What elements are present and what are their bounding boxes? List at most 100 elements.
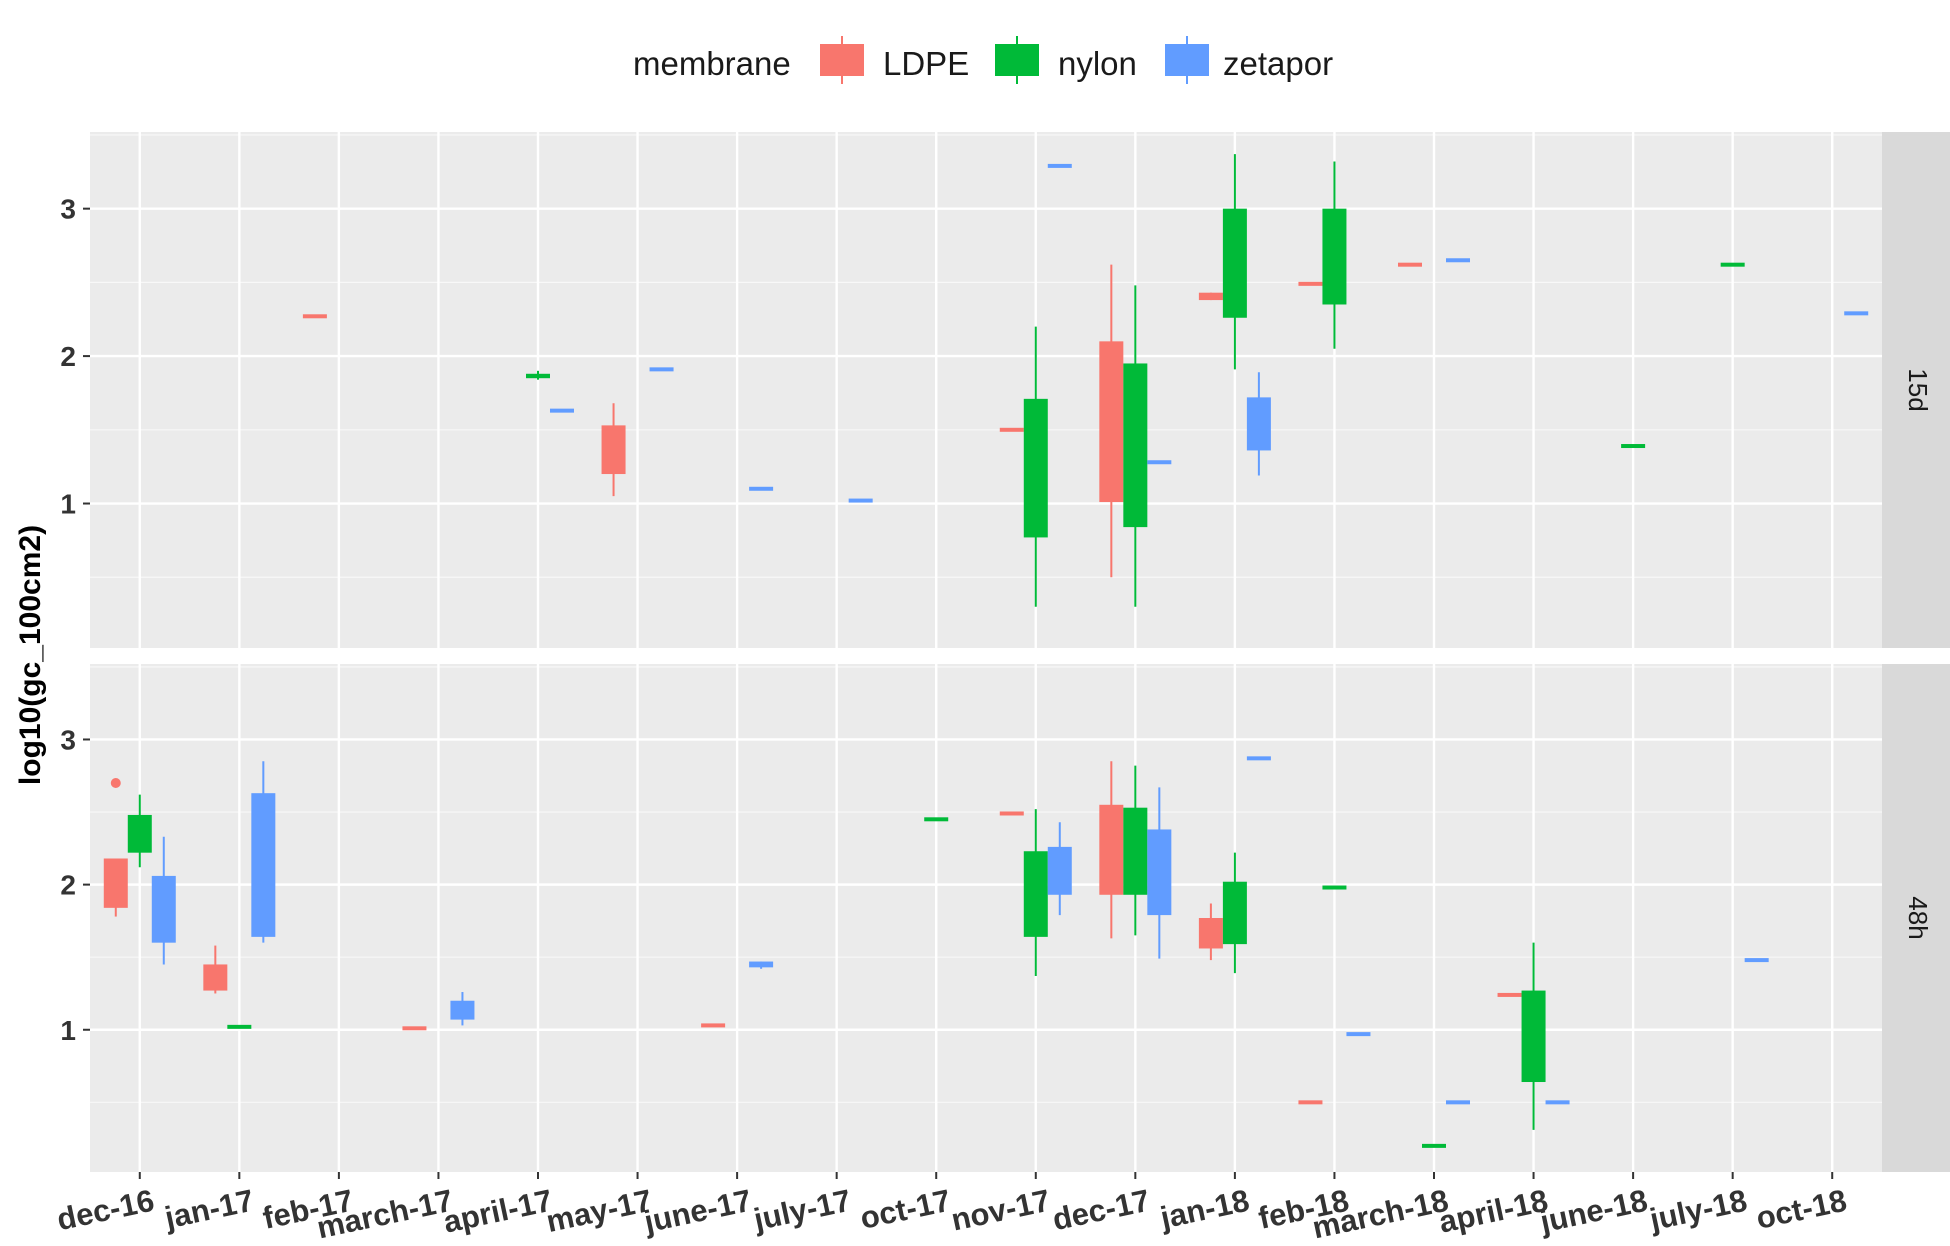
box-body <box>1545 1100 1570 1105</box>
box-48h-oct-17-nylon <box>924 817 949 822</box>
box-body <box>1047 846 1072 895</box>
box-15d-nov-17-ldpe <box>999 427 1024 432</box>
box-48h-march-18-zetapor <box>1446 1100 1470 1105</box>
box-body <box>1322 208 1347 305</box>
box-body <box>203 964 228 991</box>
box-48h-april-18-zetapor <box>1545 1100 1570 1105</box>
legend-label-ldpe: LDPE <box>883 45 969 82</box>
legend-key-ldpe <box>820 44 864 76</box>
box-body <box>1099 341 1124 503</box>
box-15d-feb-18-nylon <box>1322 161 1347 349</box>
box-body <box>1047 163 1072 168</box>
box-body <box>1720 262 1745 267</box>
box-15d-jan-18-nylon <box>1222 154 1247 370</box>
panel-background <box>90 132 1882 648</box>
box-body <box>302 314 327 319</box>
box-body <box>1198 292 1223 301</box>
box-48h-dec-17-zetapor <box>1147 787 1172 959</box>
box-body <box>649 367 674 372</box>
box-15d-nov-17-zetapor <box>1047 163 1072 168</box>
box-body <box>1521 990 1546 1083</box>
box-body <box>1422 1143 1446 1148</box>
box-body <box>749 486 774 491</box>
box-body <box>701 1023 726 1028</box>
box-48h-nov-17-zetapor <box>1047 822 1072 916</box>
box-body <box>151 875 176 943</box>
legend-key-zetapor <box>1165 44 1209 76</box>
box-body <box>1222 881 1247 945</box>
x-tick-label-april-18: april-18 <box>1436 1183 1551 1240</box>
box-15d-jan-18-zetapor <box>1246 372 1271 476</box>
legend-label-zetapor: zetapor <box>1223 45 1333 82</box>
y-tick-label: 1 <box>60 489 76 520</box>
box-body <box>1744 958 1769 963</box>
box-body <box>227 1024 252 1029</box>
box-48h-feb-18-nylon <box>1322 885 1347 890</box>
box-48h-june-17-zetapor <box>749 961 774 969</box>
x-axis: dec-16 jan-17 feb-17march-17april-17may-17… <box>54 1172 1850 1246</box>
box-15d-april-17-nylon <box>526 370 550 380</box>
box-body <box>251 793 276 937</box>
y-tick-label: 3 <box>60 194 76 225</box>
box-15d-jan-18-ldpe <box>1198 292 1223 301</box>
box-15d-may-17-zetapor <box>649 367 674 372</box>
box-body <box>1099 804 1124 895</box>
box-body <box>999 811 1024 816</box>
box-15d-july-17-zetapor <box>848 498 873 503</box>
facet-strip-15d <box>1882 132 1950 648</box>
panel-15d: 1 2 3 15d <box>60 132 1950 648</box>
box-body <box>1844 311 1869 316</box>
box-48h-dec-17-ldpe <box>1099 761 1124 939</box>
legend-key-nylon <box>995 44 1039 76</box>
box-15d-march-18-zetapor <box>1446 258 1470 263</box>
box-15d-june-17-zetapor <box>749 486 774 491</box>
box-15d-oct-18-zetapor <box>1844 311 1869 316</box>
box-body <box>601 425 626 475</box>
x-tick-label-dec-16: dec-16 <box>54 1183 157 1238</box>
x-tick-label-jan-17: jan-17 <box>161 1183 257 1236</box>
outlier-point <box>110 778 121 789</box>
box-body <box>1246 756 1271 761</box>
box-48h-july-18-zetapor <box>1744 958 1769 963</box>
panel-background <box>90 664 1882 1172</box>
box-body <box>1346 1032 1371 1037</box>
box-48h-april-18-nylon <box>1521 942 1546 1130</box>
y-tick-label: 1 <box>60 1015 76 1046</box>
x-tick-label-june-18: june-18 <box>1536 1183 1650 1240</box>
legend-title: membrane <box>633 45 791 82</box>
x-tick-label-april-17: april-17 <box>440 1183 555 1240</box>
box-body <box>1446 1100 1470 1105</box>
legend: membrane LDPE nylon zetapor <box>633 36 1333 84</box>
box-48h-dec-16-ldpe <box>103 778 128 917</box>
y-tick-label: 2 <box>60 341 76 372</box>
box-body <box>924 817 949 822</box>
box-body <box>848 498 873 503</box>
box-body <box>1246 397 1271 451</box>
box-body <box>1147 460 1172 465</box>
box-48h-june-17-ldpe <box>701 1023 726 1028</box>
box-body <box>550 408 574 413</box>
box-48h-nov-17-nylon <box>1023 809 1048 977</box>
box-48h-nov-17-ldpe <box>999 811 1024 816</box>
box-15d-dec-17-nylon <box>1123 285 1148 607</box>
facet-strip-label-48h: 48h <box>1903 896 1933 939</box>
box-body <box>1023 851 1048 937</box>
box-body <box>1398 262 1422 267</box>
box-15d-march-18-ldpe <box>1398 262 1422 267</box>
x-tick-label-may-17: may-17 <box>543 1183 655 1239</box>
box-body <box>1322 885 1347 890</box>
box-48h-jan-17-zetapor <box>251 761 276 943</box>
x-tick-label-june-17: june-17 <box>640 1183 754 1240</box>
y-tick-label: 3 <box>60 724 76 755</box>
box-body <box>1298 1100 1323 1105</box>
box-48h-feb-18-zetapor <box>1346 1032 1371 1037</box>
box-15d-may-17-ldpe <box>601 403 626 497</box>
box-48h-feb-18-ldpe <box>1298 1100 1323 1105</box>
box-body <box>1123 363 1148 528</box>
box-body <box>450 1000 475 1020</box>
box-15d-nov-17-nylon <box>1023 326 1048 607</box>
box-48h-march-17-ldpe <box>402 1026 427 1031</box>
box-48h-jan-18-zetapor <box>1246 756 1271 761</box>
legend-label-nylon: nylon <box>1058 45 1137 82</box>
